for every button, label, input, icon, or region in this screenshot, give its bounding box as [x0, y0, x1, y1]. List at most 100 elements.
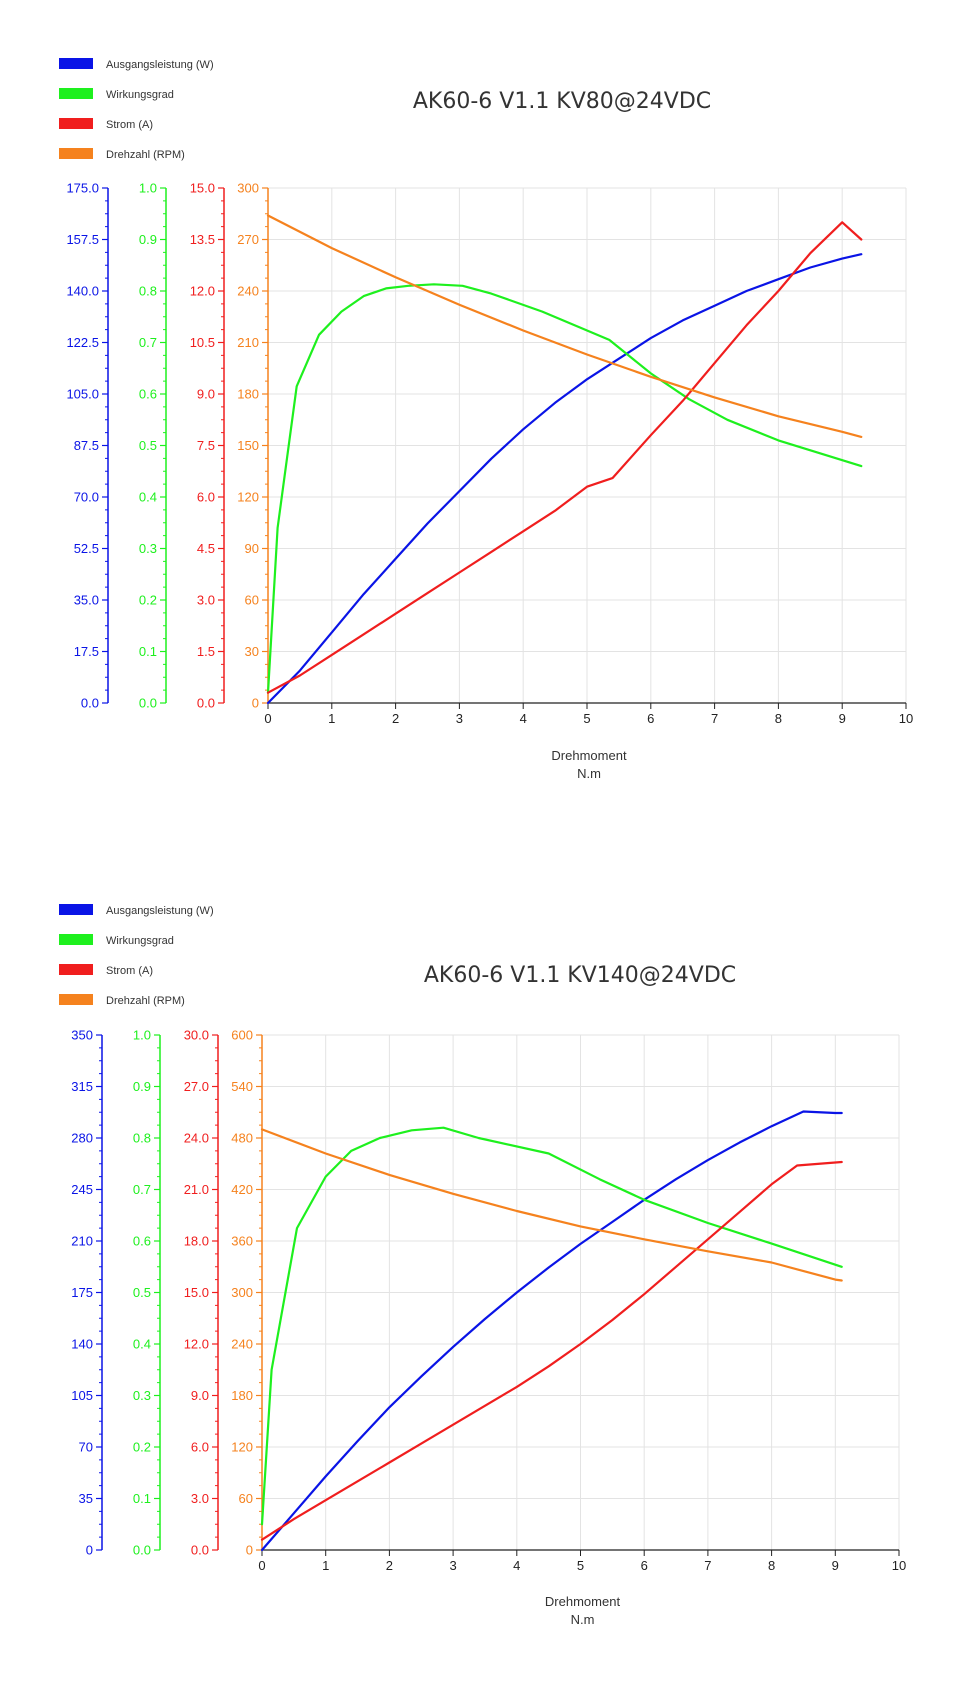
y-tick-label: 35 — [79, 1491, 93, 1506]
x-axis-unit: N.m — [571, 1612, 595, 1627]
x-tick-label: 7 — [704, 1558, 711, 1573]
y-tick-label: 0.8 — [133, 1131, 151, 1146]
y-tick-label: 420 — [231, 1182, 253, 1197]
y-tick-label: 140.0 — [66, 284, 99, 299]
y-tick-label: 7.5 — [197, 438, 215, 453]
y-tick-label: 0.8 — [139, 284, 157, 299]
x-tick-label: 5 — [577, 1558, 584, 1573]
y-tick-label: 4.5 — [197, 541, 215, 556]
x-tick-label: 4 — [513, 1558, 520, 1573]
y-tick-label: 12.0 — [190, 284, 215, 299]
y-tick-label: 13.5 — [190, 232, 215, 247]
y-tick-label: 35.0 — [74, 593, 99, 608]
y-tick-label: 180 — [237, 387, 259, 402]
y-tick-label: 3.0 — [191, 1491, 209, 1506]
y-tick-label: 6.0 — [197, 490, 215, 505]
x-tick-label: 1 — [322, 1558, 329, 1573]
y-tick-label: 157.5 — [66, 232, 99, 247]
y-tick-label: 120 — [237, 490, 259, 505]
series-line — [266, 214, 863, 438]
y-tick-label: 350 — [71, 1028, 93, 1043]
y-tick-label: 10.5 — [190, 335, 215, 350]
x-tick-label: 10 — [899, 711, 913, 726]
y-tick-label: 70 — [79, 1440, 93, 1455]
legend-label: Ausgangsleistung (W) — [106, 905, 214, 917]
y-tick-label: 140 — [71, 1337, 93, 1352]
y-tick-label: 0.4 — [139, 490, 157, 505]
y-tick-label: 0.3 — [139, 541, 157, 556]
y-tick-label: 0.2 — [133, 1440, 151, 1455]
y-tick-label: 60 — [239, 1491, 253, 1506]
y-tick-label: 1.0 — [133, 1028, 151, 1043]
y-tick-label: 52.5 — [74, 541, 99, 556]
legend-swatch — [59, 964, 93, 975]
x-tick-label: 2 — [392, 711, 399, 726]
y-tick-label: 180 — [231, 1388, 253, 1403]
y-tick-label: 300 — [237, 181, 259, 196]
x-tick-label: 8 — [768, 1558, 775, 1573]
y-tick-label: 0.7 — [133, 1182, 151, 1197]
y-tick-label: 0.0 — [197, 696, 215, 711]
y-tick-label: 0.5 — [139, 438, 157, 453]
y-tick-label: 245 — [71, 1182, 93, 1197]
x-axis-unit: N.m — [577, 766, 601, 781]
series-line — [266, 283, 863, 694]
y-tick-label: 105 — [71, 1388, 93, 1403]
y-tick-label: 0 — [86, 1543, 93, 1558]
y-tick-label: 0.1 — [133, 1491, 151, 1506]
series-line — [260, 1126, 843, 1526]
y-tick-label: 9.0 — [191, 1388, 209, 1403]
x-tick-label: 6 — [641, 1558, 648, 1573]
chart-title: AK60-6 V1.1 KV140@24VDC — [424, 963, 736, 988]
y-tick-label: 0.5 — [133, 1285, 151, 1300]
x-tick-label: 9 — [839, 711, 846, 726]
y-tick-label: 150 — [237, 438, 259, 453]
y-tick-label: 9.0 — [197, 387, 215, 402]
y-tick-label: 0 — [246, 1543, 253, 1558]
x-tick-label: 0 — [258, 1558, 265, 1573]
y-tick-label: 280 — [71, 1131, 93, 1146]
y-tick-label: 240 — [231, 1337, 253, 1352]
x-tick-label: 7 — [711, 711, 718, 726]
x-tick-label: 9 — [832, 1558, 839, 1573]
x-axis-label: Drehmoment — [551, 748, 627, 763]
y-tick-label: 0.9 — [139, 232, 157, 247]
y-tick-label: 3.0 — [197, 593, 215, 608]
series-line — [260, 1160, 843, 1541]
y-tick-label: 0.0 — [81, 696, 99, 711]
series-line — [260, 1128, 843, 1282]
y-tick-label: 210 — [71, 1234, 93, 1249]
y-tick-label: 240 — [237, 284, 259, 299]
y-tick-label: 0.2 — [139, 593, 157, 608]
y-tick-label: 15.0 — [184, 1285, 209, 1300]
chart-1: AK60-6 V1.1 KV80@24VDC Ausgangsleistung (… — [59, 58, 913, 781]
y-tick-label: 30.0 — [184, 1028, 209, 1043]
x-tick-label: 1 — [328, 711, 335, 726]
y-tick-label: 1.5 — [197, 644, 215, 659]
legend-swatch — [59, 118, 93, 129]
y-tick-label: 0.9 — [133, 1079, 151, 1094]
y-tick-label: 300 — [231, 1285, 253, 1300]
y-tick-label: 0.7 — [139, 335, 157, 350]
y-tick-label: 270 — [237, 232, 259, 247]
x-tick-label: 5 — [583, 711, 590, 726]
legend-label: Drehzahl (RPM) — [106, 149, 185, 161]
series-line — [266, 221, 863, 694]
y-tick-label: 60 — [245, 593, 259, 608]
y-tick-label: 175.0 — [66, 181, 99, 196]
y-tick-label: 0 — [252, 696, 259, 711]
x-axis-label: Drehmoment — [545, 1594, 621, 1609]
y-tick-label: 0.6 — [139, 387, 157, 402]
y-tick-label: 105.0 — [66, 387, 99, 402]
y-tick-label: 600 — [231, 1028, 253, 1043]
legend-swatch — [59, 58, 93, 69]
chart-2: AK60-6 V1.1 KV140@24VDC Ausgangsleistung … — [59, 904, 906, 1627]
legend-swatch — [59, 904, 93, 915]
y-tick-label: 210 — [237, 335, 259, 350]
series-line — [266, 253, 863, 705]
legend-label: Wirkungsgrad — [106, 935, 174, 947]
x-tick-label: 4 — [520, 711, 527, 726]
legend-swatch — [59, 994, 93, 1005]
y-tick-label: 30 — [245, 644, 259, 659]
